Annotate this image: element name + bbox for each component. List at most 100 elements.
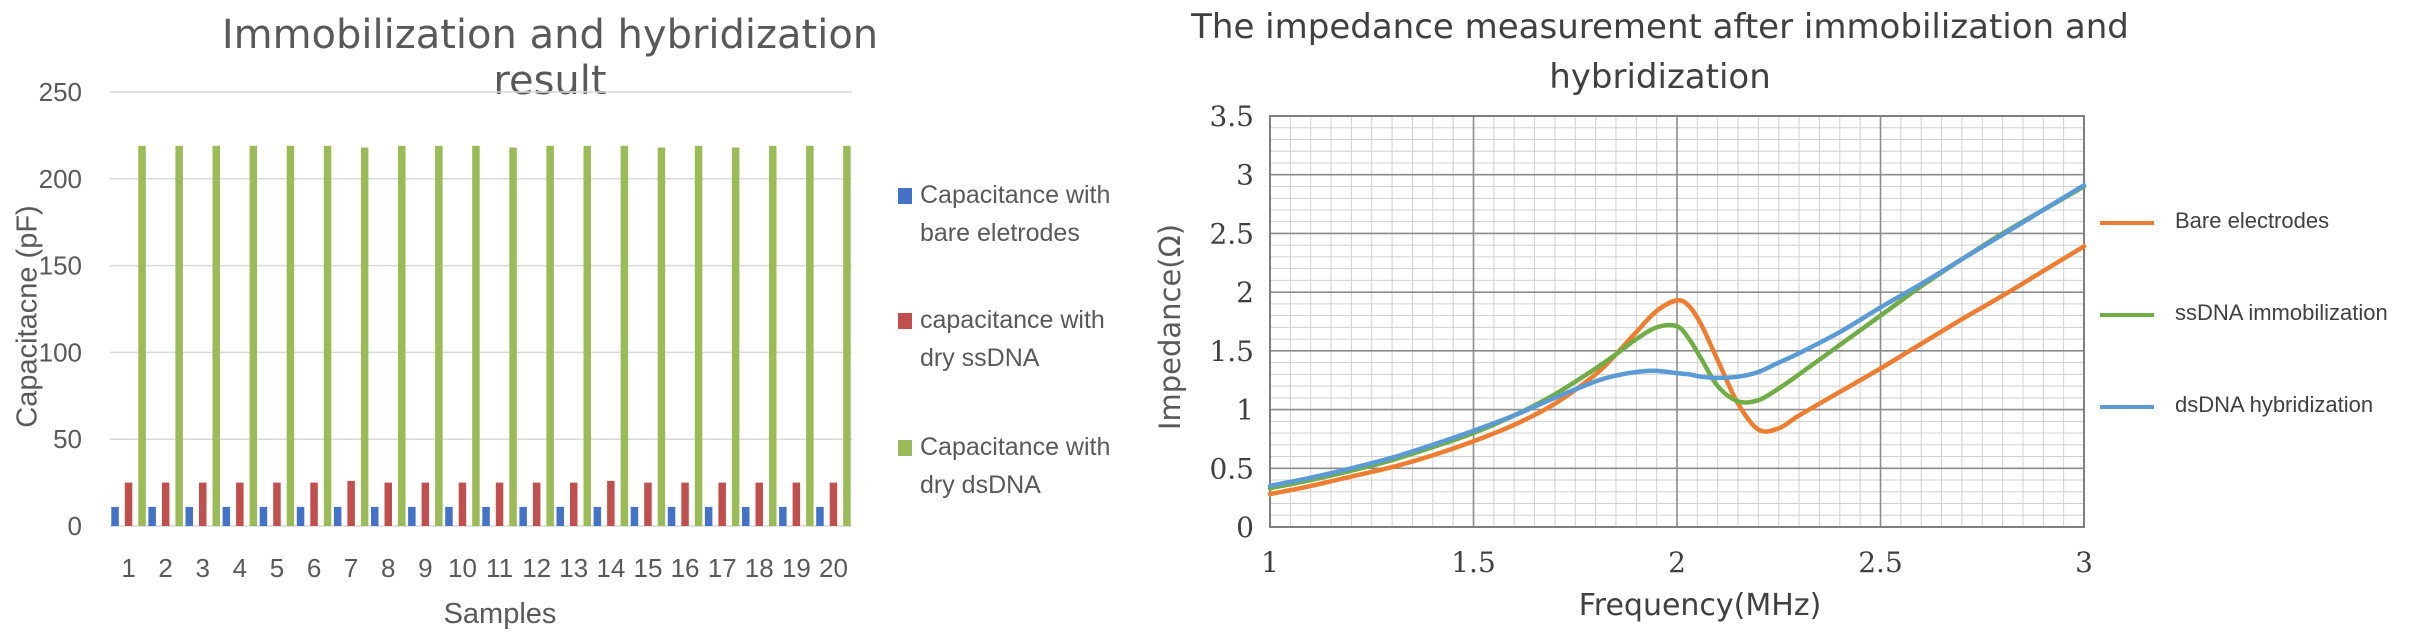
bar-ssdna-sample-17 [718, 482, 726, 526]
bar-chart-title: Immobilization and hybridization result [221, 12, 879, 104]
legend-label-bare: Capacitance with bare eletrodes [920, 181, 1111, 247]
bar-dsdna-sample-8 [398, 145, 406, 527]
line-y-tick-label: 2 [1236, 276, 1254, 309]
bar-dsdna-sample-13 [583, 145, 591, 527]
line-plot-frame [1269, 115, 2085, 528]
line-chart-panel: The impedance measurement after immobili… [1110, 0, 2418, 638]
line-series-ssdna-immobilization [1267, 184, 2087, 491]
bar-bare-sample-11 [482, 506, 490, 526]
bar-ssdna-sample-20 [829, 482, 838, 526]
line-x-tick-label: 3 [2075, 546, 2093, 579]
bar-bare-sample-8 [371, 506, 379, 526]
bar-x-tick-label: 9 [418, 553, 432, 583]
bar-ssdna-sample-14 [607, 480, 615, 526]
legend-label-bare-electrodes: Bare electrodes [2175, 208, 2330, 233]
bar-x-tick-label: 14 [596, 553, 625, 583]
line-x-tick-label: 2 [1668, 546, 1686, 579]
legend-label-ssdna: capacitance with dry ssDNA [920, 306, 1105, 372]
bar-dsdna-sample-11 [509, 147, 517, 526]
bar-x-tick-label: 16 [671, 553, 700, 583]
line-y-tick-label: 0 [1236, 511, 1254, 544]
bar-ssdna-sample-18 [755, 482, 763, 526]
line-y-tick-label: 1 [1236, 394, 1254, 427]
bar-dsdna-sample-18 [769, 145, 777, 527]
bar-x-tick-label: 6 [307, 553, 321, 583]
bar-bare-sample-14 [593, 506, 602, 526]
bar-ssdna-sample-13 [570, 482, 578, 526]
legend-swatch-ssdna [898, 313, 912, 329]
bar-dsdna-sample-5 [286, 145, 295, 527]
line-y-tick-label: 0.5 [1209, 452, 1254, 485]
line-y-tick-label: 3 [1236, 159, 1254, 192]
legend-line-dsdna-hybridization [2100, 405, 2154, 409]
bar-chart-y-axis-title: Capacitacne (pF) [11, 205, 44, 428]
bar-x-tick-label: 17 [708, 553, 737, 583]
bar-ssdna-sample-8 [384, 482, 392, 526]
bar-ssdna-sample-7 [347, 480, 355, 526]
bar-x-tick-label: 20 [819, 553, 848, 583]
bar-bare-sample-20 [816, 506, 824, 526]
bar-x-tick-label: 4 [233, 553, 247, 583]
line-y-tick-label: 1.5 [1209, 335, 1254, 368]
bar-y-tick-label: 50 [53, 424, 82, 454]
bar-x-tick-label: 13 [559, 553, 588, 583]
bar-bare-sample-13 [556, 506, 564, 526]
bar-ssdna-sample-19 [792, 482, 801, 526]
bar-y-tick-label: 100 [39, 337, 82, 367]
bar-dsdna-sample-4 [249, 145, 258, 527]
legend-swatch-dsdna [898, 440, 912, 456]
bar-bare-sample-7 [333, 506, 342, 526]
bar-chart-panel: Immobilization and hybridization result … [0, 0, 1200, 638]
bar-x-tick-label: 8 [381, 553, 395, 583]
legend-label-ssdna-immobilization: ssDNA immobilization [2175, 300, 2388, 325]
bar-dsdna-sample-12 [546, 145, 554, 527]
bar-x-tick-label: 1 [121, 553, 135, 583]
bar-ssdna-sample-3 [199, 482, 207, 526]
bar-ssdna-sample-9 [421, 482, 430, 526]
line-chart-plot: 1 1.5 2 2.5 3 0 0.5 1 1.5 2 2.5 3 3.5 [1209, 100, 2093, 579]
bar-bare-sample-2 [148, 506, 156, 526]
line-series-dsdna-hybridization [1267, 183, 2087, 489]
bar-dsdna-sample-9 [435, 145, 443, 527]
bar-bare-sample-3 [185, 506, 193, 526]
bar-x-tick-label: 19 [782, 553, 811, 583]
bar-y-tick-label: 250 [39, 77, 82, 107]
bar-x-tick-label: 11 [486, 553, 513, 583]
bar-dsdna-sample-14 [620, 145, 629, 527]
line-chart-title: The impedance measurement after immobili… [1191, 7, 2129, 97]
bar-dsdna-sample-1 [138, 145, 146, 527]
bar-ssdna-sample-1 [124, 482, 133, 526]
bar-x-tick-label: 3 [196, 553, 210, 583]
bar-x-tick-label: 5 [270, 553, 284, 583]
bar-ssdna-sample-15 [644, 482, 652, 526]
bar-x-tick-label: 15 [633, 553, 662, 583]
bar-bare-sample-9 [408, 506, 416, 526]
bar-bare-sample-18 [742, 506, 750, 526]
legend-line-ssdna-immobilization [2100, 313, 2154, 317]
bar-ssdna-sample-12 [532, 482, 541, 526]
line-y-tick-label: 2.5 [1209, 217, 1254, 250]
bar-x-tick-label: 12 [522, 553, 551, 583]
bar-y-tick-label: 150 [39, 251, 82, 281]
bar-x-tick-label: 18 [745, 553, 774, 583]
bar-ssdna-sample-10 [458, 482, 467, 526]
bar-x-tick-label: 2 [158, 553, 172, 583]
bar-x-tick-label: 10 [448, 553, 477, 583]
bar-bare-sample-15 [630, 506, 639, 526]
legend-label-dsdna: Capacitance with dry dsDNA [920, 433, 1111, 499]
bar-ssdna-sample-2 [161, 482, 170, 526]
line-x-tick-label: 1 [1261, 546, 1279, 579]
bar-ssdna-sample-11 [495, 482, 504, 526]
bar-dsdna-sample-20 [843, 145, 851, 527]
line-x-tick-label: 1.5 [1451, 546, 1496, 579]
bar-y-tick-label: 200 [39, 164, 82, 194]
line-x-tick-label: 2.5 [1858, 546, 1903, 579]
bar-dsdna-sample-3 [212, 145, 220, 527]
bar-dsdna-sample-16 [694, 145, 703, 527]
bar-ssdna-sample-5 [273, 482, 281, 526]
bar-dsdna-sample-15 [657, 147, 666, 526]
bar-ssdna-sample-4 [236, 482, 244, 526]
bar-ssdna-sample-6 [310, 482, 318, 526]
line-series-bare-electrodes [1267, 244, 2087, 497]
